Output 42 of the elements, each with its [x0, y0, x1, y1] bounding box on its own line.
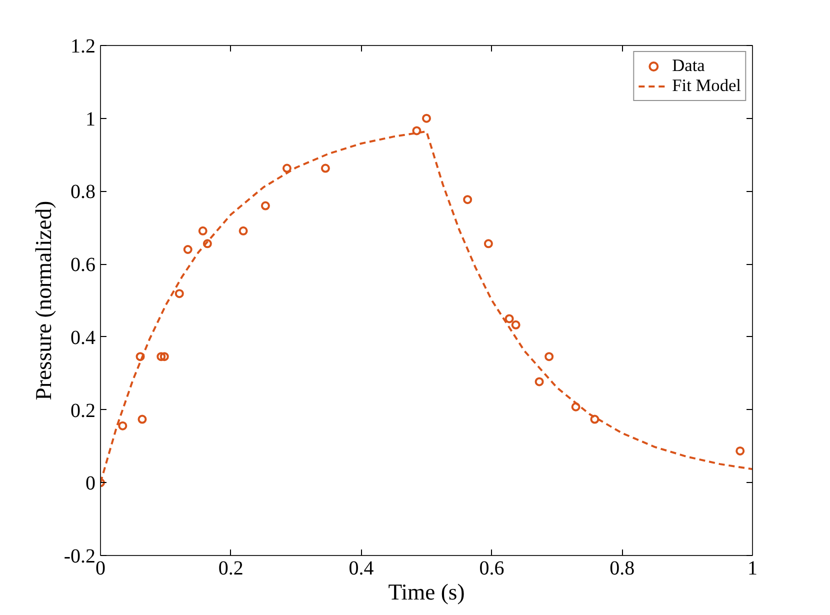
point: [202, 239, 212, 248]
point: [198, 226, 208, 236]
point: [282, 164, 292, 173]
point: [238, 226, 248, 236]
legend-label: Fit Model: [672, 76, 741, 96]
point: [544, 352, 554, 362]
point: [160, 352, 169, 362]
x-tick-label: 0.8: [610, 558, 635, 580]
x-tick-label: 0.4: [348, 558, 374, 580]
point: [571, 402, 580, 412]
y-tick-label: 0.8: [70, 181, 96, 204]
line-series: [100, 130, 752, 484]
y-tick-label: 1.2: [70, 36, 96, 58]
point: [183, 245, 192, 254]
point: [118, 421, 128, 430]
y-tick-label: 0.4: [70, 326, 96, 349]
point: [511, 320, 520, 330]
x-tick-label: 1: [748, 558, 758, 580]
point: [463, 195, 472, 204]
y-tick-label: 0.6: [70, 254, 96, 276]
x-axis-title: Time (s): [388, 580, 465, 604]
point: [174, 289, 184, 298]
x-tick-label: 0.6: [479, 558, 504, 580]
point: [156, 352, 166, 362]
point: [412, 126, 422, 136]
point: [590, 414, 600, 424]
y-axis-title: Pressure (normalized): [30, 200, 56, 400]
point: [736, 446, 745, 456]
legend-label: Data: [672, 56, 705, 76]
y-tick-label: 0: [86, 472, 96, 495]
y-tick-label: 0.2: [70, 400, 96, 422]
point: [504, 314, 514, 324]
point: [534, 377, 544, 386]
point: [136, 352, 145, 362]
point: [484, 239, 493, 248]
y-tick-label: -0.2: [64, 546, 96, 568]
x-tick-label: 0.2: [218, 558, 244, 580]
y-tick-label: 1: [86, 108, 96, 130]
point: [422, 114, 431, 123]
point: [138, 414, 147, 424]
point: [260, 201, 270, 210]
point: [320, 164, 330, 173]
